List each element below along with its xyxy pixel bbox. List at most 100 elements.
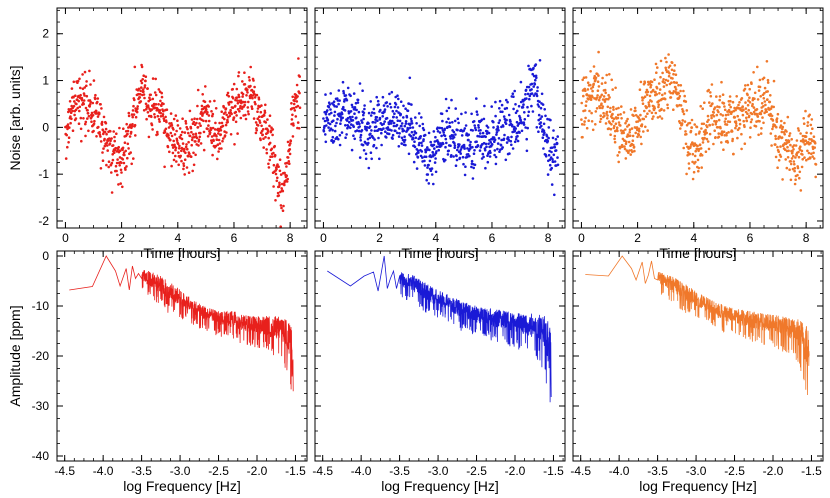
data-point	[273, 144, 277, 148]
data-point	[290, 118, 294, 121]
data-point	[126, 129, 130, 133]
data-point	[173, 133, 177, 136]
x-tick-label: 6	[747, 231, 754, 245]
data-point	[329, 108, 332, 111]
data-point	[464, 124, 468, 127]
data-point	[365, 126, 369, 129]
data-point	[513, 129, 517, 133]
data-point	[711, 123, 714, 126]
x-tick-label: 8	[287, 231, 294, 245]
data-point	[132, 113, 136, 116]
data-point	[192, 163, 196, 167]
data-point	[172, 139, 175, 143]
data-point	[387, 132, 391, 136]
data-point	[178, 127, 182, 130]
data-point	[594, 78, 597, 82]
data-point	[72, 104, 76, 108]
x-tick-label: 8	[545, 231, 552, 245]
data-point	[624, 157, 628, 160]
data-point	[665, 83, 668, 87]
data-point	[507, 113, 511, 117]
data-point	[427, 131, 431, 135]
data-point	[641, 102, 645, 105]
data-point	[522, 123, 526, 126]
data-point	[446, 153, 450, 156]
data-point	[532, 94, 536, 97]
data-point	[243, 103, 246, 107]
data-point	[153, 91, 157, 94]
data-point	[646, 129, 649, 132]
data-point	[227, 103, 231, 106]
data-point	[781, 125, 785, 129]
data-point	[766, 78, 770, 82]
data-point	[534, 63, 538, 66]
data-point	[625, 140, 628, 144]
data-point	[469, 140, 472, 144]
data-point	[208, 131, 212, 134]
data-point	[94, 109, 98, 113]
data-point	[463, 173, 467, 177]
data-point	[550, 183, 554, 186]
data-point	[586, 88, 590, 91]
data-point	[69, 107, 73, 111]
data-point	[130, 162, 133, 166]
data-point	[719, 113, 722, 116]
data-point	[634, 109, 637, 112]
data-point	[81, 73, 84, 76]
data-point	[244, 117, 248, 121]
data-point	[397, 135, 401, 138]
data-point	[215, 138, 219, 141]
data-point	[789, 143, 792, 147]
data-point	[648, 109, 651, 113]
data-point	[774, 134, 777, 138]
data-point	[772, 105, 775, 109]
data-point	[256, 117, 260, 120]
data-point	[333, 129, 337, 133]
plot-area	[69, 255, 294, 392]
data-point	[597, 74, 600, 77]
data-point	[425, 178, 429, 182]
data-point	[65, 133, 68, 137]
data-point	[759, 95, 762, 98]
data-point	[658, 115, 662, 118]
data-point	[201, 112, 205, 115]
data-point	[701, 141, 705, 144]
data-point	[78, 109, 81, 113]
data-point	[101, 151, 104, 154]
data-point	[68, 109, 71, 113]
data-point	[183, 158, 187, 161]
data-point	[70, 87, 74, 90]
data-point	[658, 92, 661, 95]
data-point	[142, 90, 145, 94]
data-point	[493, 149, 497, 152]
data-point	[76, 106, 79, 110]
data-point	[142, 93, 146, 96]
data-point	[535, 76, 538, 79]
data-point	[167, 134, 170, 137]
data-point	[345, 133, 348, 136]
data-point	[522, 121, 526, 124]
data-point	[128, 135, 132, 138]
data-point	[273, 153, 277, 157]
data-point	[74, 94, 77, 97]
data-point	[724, 117, 727, 121]
data-point	[580, 118, 583, 121]
data-point	[423, 133, 427, 137]
data-point	[735, 124, 738, 127]
data-point	[358, 156, 362, 159]
data-point	[362, 111, 366, 115]
data-point	[526, 114, 530, 117]
data-point	[89, 83, 92, 86]
data-point	[330, 111, 333, 115]
data-point	[525, 137, 528, 141]
data-point	[362, 113, 365, 117]
data-point	[774, 137, 778, 141]
data-point	[656, 116, 660, 119]
data-point	[417, 112, 421, 115]
data-point	[151, 128, 154, 131]
data-point	[291, 95, 295, 99]
data-point	[138, 96, 142, 99]
data-point	[184, 145, 188, 149]
x-tick-label: -2.0	[505, 464, 526, 478]
data-point	[784, 139, 788, 142]
